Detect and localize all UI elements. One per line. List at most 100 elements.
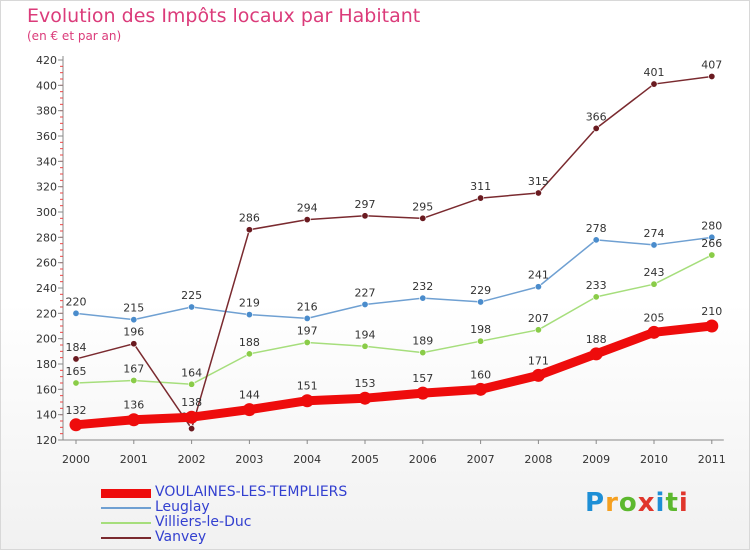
data-point bbox=[708, 72, 716, 80]
data-point bbox=[188, 380, 196, 388]
data-label: 407 bbox=[701, 58, 722, 71]
data-point bbox=[650, 241, 658, 249]
data-label: 366 bbox=[586, 110, 607, 123]
data-point bbox=[130, 376, 138, 384]
data-label: 138 bbox=[181, 396, 202, 409]
x-tick-label: 2001 bbox=[120, 453, 148, 466]
series-leuglay: 220 215 225 219 216 227 232 229 241 278 274 280 bbox=[66, 219, 722, 324]
data-point bbox=[245, 350, 253, 358]
data-label: 297 bbox=[355, 198, 376, 211]
data-label: 136 bbox=[123, 399, 144, 412]
data-label: 197 bbox=[297, 324, 318, 337]
data-point bbox=[477, 298, 485, 306]
x-tick-label: 2000 bbox=[62, 453, 90, 466]
data-point bbox=[419, 214, 427, 222]
data-label: 132 bbox=[66, 404, 87, 417]
data-point bbox=[72, 355, 80, 363]
data-label: 280 bbox=[701, 219, 722, 232]
data-label: 215 bbox=[123, 302, 144, 315]
data-label: 219 bbox=[239, 297, 260, 310]
data-point bbox=[72, 309, 80, 317]
y-tick-label: 220 bbox=[36, 307, 57, 320]
y-tick-label: 240 bbox=[36, 282, 57, 295]
data-label: 278 bbox=[586, 222, 607, 235]
data-point bbox=[708, 251, 716, 259]
data-point bbox=[361, 342, 369, 350]
chart-title: Evolution des Impôts locaux par Habitant bbox=[27, 5, 421, 27]
data-label: 295 bbox=[412, 200, 433, 213]
data-label: 401 bbox=[644, 66, 665, 79]
data-point bbox=[72, 379, 80, 387]
data-point bbox=[534, 283, 542, 291]
data-label: 311 bbox=[470, 180, 491, 193]
y-tick-label: 120 bbox=[36, 434, 57, 447]
x-tick-label: 2002 bbox=[178, 453, 206, 466]
proxiti-logo: Proxiti bbox=[585, 488, 689, 518]
data-label: 167 bbox=[123, 362, 144, 375]
series-line bbox=[75, 254, 713, 386]
y-tick-label: 200 bbox=[36, 333, 57, 346]
data-label: 274 bbox=[644, 227, 665, 240]
data-label: 151 bbox=[297, 380, 318, 393]
series-vanvey: 184196129286294297295311315366401407 bbox=[66, 58, 722, 433]
legend-swatch bbox=[101, 537, 151, 539]
data-label: 205 bbox=[644, 311, 665, 324]
data-label: 196 bbox=[123, 326, 144, 339]
data-point bbox=[592, 236, 600, 244]
x-tick-label: 2005 bbox=[351, 453, 379, 466]
y-tick-label: 140 bbox=[36, 409, 57, 422]
data-point bbox=[534, 326, 542, 334]
data-point bbox=[650, 280, 658, 288]
y-tick-label: 400 bbox=[36, 79, 57, 92]
x-tick-label: 2008 bbox=[524, 453, 552, 466]
data-label: 294 bbox=[297, 202, 318, 215]
data-point bbox=[592, 293, 600, 301]
data-label: 160 bbox=[470, 368, 491, 381]
data-label: 210 bbox=[701, 305, 722, 318]
data-label: 188 bbox=[239, 336, 260, 349]
logo-letter: r bbox=[605, 488, 619, 518]
data-point bbox=[705, 319, 719, 333]
data-point bbox=[474, 382, 488, 396]
series-villiers-le-duc: 165 167 164 188 197 194 189 198 207 233 243 266 bbox=[66, 237, 722, 388]
x-tick-label: 2011 bbox=[698, 453, 726, 466]
data-label: 171 bbox=[528, 354, 549, 367]
data-label: 207 bbox=[528, 312, 549, 325]
y-tick-label: 300 bbox=[36, 206, 57, 219]
series-line bbox=[71, 321, 717, 430]
data-label: 157 bbox=[412, 372, 433, 385]
y-tick-label: 340 bbox=[36, 155, 57, 168]
data-point bbox=[361, 300, 369, 308]
y-tick-label: 420 bbox=[36, 54, 57, 67]
data-label: 165 bbox=[66, 365, 87, 378]
data-point bbox=[300, 394, 314, 408]
data-label: 286 bbox=[239, 212, 260, 225]
data-point bbox=[303, 314, 311, 322]
data-label: 198 bbox=[470, 323, 491, 336]
data-point bbox=[130, 340, 138, 348]
logo-letter: o bbox=[618, 488, 638, 518]
logo-letter: i bbox=[678, 488, 689, 518]
x-tick-label: 2009 bbox=[582, 453, 610, 466]
data-point bbox=[708, 233, 716, 241]
data-point bbox=[477, 194, 485, 202]
data-label: 188 bbox=[586, 333, 607, 346]
logo-letter: P bbox=[585, 488, 606, 518]
data-label: 315 bbox=[528, 175, 549, 188]
data-point bbox=[419, 294, 427, 302]
y-tick-label: 180 bbox=[36, 358, 57, 371]
data-point bbox=[361, 212, 369, 220]
data-point bbox=[245, 226, 253, 234]
data-label: 144 bbox=[239, 389, 260, 402]
data-label: 153 bbox=[355, 377, 376, 390]
legend-label: Villiers-le-Duc bbox=[155, 514, 252, 530]
series-line bbox=[75, 236, 713, 321]
data-point bbox=[188, 425, 196, 433]
x-tick-label: 2003 bbox=[235, 453, 263, 466]
data-label: 220 bbox=[66, 295, 87, 308]
legend-label: Vanvey bbox=[155, 529, 207, 545]
data-point bbox=[419, 349, 427, 357]
data-label: 232 bbox=[412, 280, 433, 293]
y-tick-label: 360 bbox=[36, 130, 57, 143]
